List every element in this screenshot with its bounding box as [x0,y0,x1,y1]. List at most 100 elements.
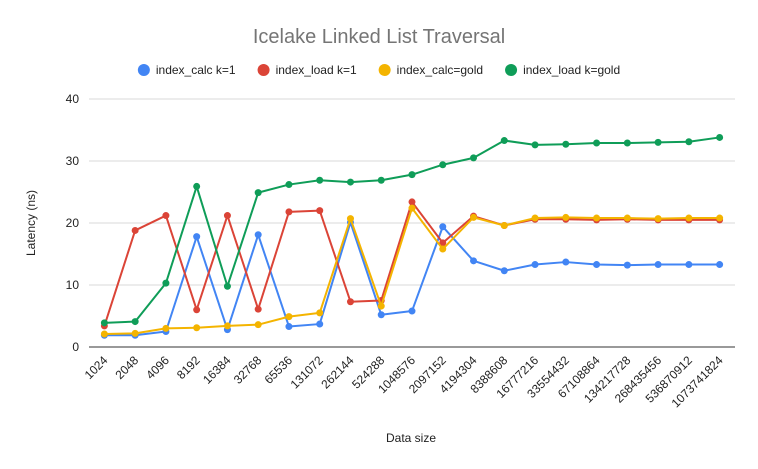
data-point [654,215,662,223]
data-point [408,171,416,179]
x-axis-label: Data size [386,431,436,445]
data-point [193,324,201,332]
data-point [316,309,324,317]
y-tick-label: 0 [72,340,79,354]
data-point [500,221,508,229]
data-point [685,138,693,146]
x-tick-label: 8192 [174,353,203,382]
legend-item: index_calc=gold [378,63,483,77]
y-tick-label: 20 [66,216,80,230]
x-tick-label: 4096 [143,353,172,382]
data-point [254,189,262,197]
x-tick-label: 131072 [288,353,326,391]
legend-item: index_load k=1 [257,63,357,77]
data-point [593,139,601,147]
data-point [100,319,108,327]
legend-item: index_calc k=1 [137,63,236,77]
data-point [131,226,139,234]
series-1 [100,218,724,339]
data-point [131,329,139,337]
data-point [285,313,293,321]
data-point [716,214,724,222]
data-point [716,133,724,141]
legend-label: index_load k=gold [523,63,620,77]
data-point [654,138,662,146]
data-point [223,322,231,330]
legend-label: index_calc=gold [397,63,483,77]
data-point [531,214,539,222]
data-point [439,239,447,247]
data-point [470,154,478,162]
legend-marker [257,64,270,76]
data-point [470,213,478,221]
data-point [162,279,170,287]
data-point [162,212,170,220]
data-point [131,318,139,326]
data-point [408,198,416,206]
y-axis-ticks: 0 10 20 30 40 [66,92,80,354]
gridlines [89,98,735,348]
data-point [377,311,385,319]
data-point [716,261,724,269]
x-tick-label: 2048 [112,353,141,382]
x-tick-label: 32768 [231,353,265,387]
legend-label: index_load k=1 [276,63,357,77]
x-tick-label: 262144 [318,353,356,391]
data-point [193,182,201,190]
data-point [316,320,324,328]
data-point [531,261,539,269]
data-point [377,176,385,184]
data-point [162,324,170,332]
legend-marker [378,64,391,76]
series-3 [100,204,724,338]
data-point [623,214,631,222]
data-point [439,223,447,231]
data-point [500,137,508,145]
data-point [654,261,662,269]
data-point [346,215,354,223]
data-point [562,258,570,266]
data-point [193,233,201,241]
data-point [316,176,324,184]
legend-label: index_calc k=1 [156,63,236,77]
y-axis-label: Latency (ns) [24,190,38,256]
data-point [285,208,293,216]
x-axis-ticks: 1024 2048 4096 8192163843276865536131072262… [82,353,726,410]
chart-title: Icelake Linked List Traversal [253,26,505,48]
data-point [470,257,478,265]
data-point [223,282,231,290]
data-point [285,323,293,331]
data-point [593,261,601,269]
data-point [593,214,601,222]
data-point [500,267,508,275]
data-point [193,306,201,314]
y-tick-label: 10 [66,278,80,292]
x-tick-label: 1024 [82,353,111,382]
data-point [346,298,354,306]
data-point [285,181,293,189]
data-point [408,307,416,315]
legend: index_calc k=1 index_load k=1 index_calc=g… [137,63,620,77]
data-point [623,139,631,147]
series-group [100,133,724,339]
data-point [100,330,108,338]
data-point [254,321,262,329]
data-point [439,161,447,169]
data-point [408,204,416,212]
data-point [562,140,570,148]
data-point [346,178,354,186]
legend-item: index_load k=gold [505,63,620,77]
data-point [623,261,631,269]
data-point [223,212,231,220]
series-line [104,136,720,324]
x-tick-label: 16384 [200,353,234,387]
data-point [316,207,324,215]
data-point [562,213,570,221]
data-point [377,302,385,310]
legend-marker [137,64,150,76]
data-point [685,261,693,269]
data-point [531,141,539,149]
data-point [439,245,447,253]
series-4 [100,133,724,327]
